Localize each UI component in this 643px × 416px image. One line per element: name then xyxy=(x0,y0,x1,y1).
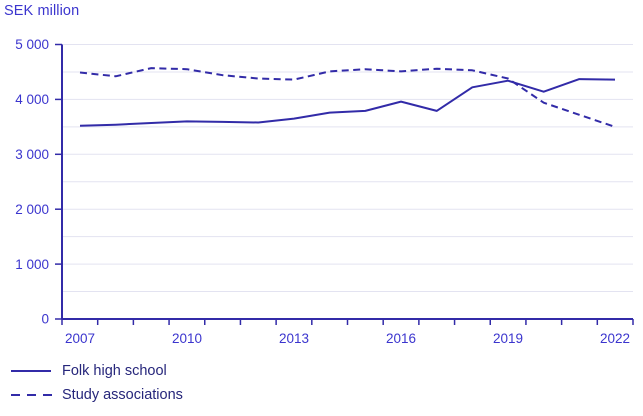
solid-line-swatch xyxy=(11,370,51,372)
x-tick-label: 2013 xyxy=(279,331,309,346)
y-tick-label: 2 000 xyxy=(15,202,49,217)
x-tick-label: 2019 xyxy=(493,331,523,346)
x-tick-label: 2022 xyxy=(600,331,630,346)
chart-title: SEK million xyxy=(4,3,80,19)
y-tick-label: 3 000 xyxy=(15,147,49,162)
y-tick-label: 5 000 xyxy=(15,37,49,52)
series-line-study-associations xyxy=(79,67,616,128)
legend-item-folk-high-school: Folk high school xyxy=(10,359,183,383)
chart-legend: Folk high school Study associations xyxy=(10,359,183,407)
legend-label-study-associations: Study associations xyxy=(62,387,183,403)
y-axis: 0 1 000 2 000 3 000 4 000 5 000 xyxy=(15,37,63,327)
series-line-folk-high-school xyxy=(79,78,616,127)
dashed-line-swatch xyxy=(11,394,54,396)
x-tick-label: 2016 xyxy=(386,331,416,346)
gridlines xyxy=(62,44,633,293)
y-tick-label: 0 xyxy=(41,312,49,327)
legend-item-study-associations: Study associations xyxy=(10,383,183,407)
y-tick-label: 4 000 xyxy=(15,92,49,107)
x-tick-label: 2007 xyxy=(65,331,95,346)
x-tick-label: 2010 xyxy=(172,331,202,346)
x-axis: 2007 2010 2013 2016 2019 2022 xyxy=(61,318,634,346)
legend-label-folk-high-school: Folk high school xyxy=(62,363,167,379)
y-tick-label: 1 000 xyxy=(15,257,49,272)
